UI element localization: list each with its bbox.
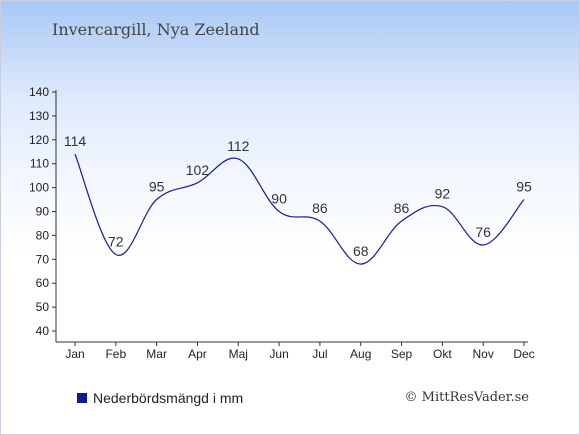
series-line — [74, 153, 525, 265]
y-tick-label: 50 — [36, 300, 50, 314]
data-point — [400, 220, 402, 222]
x-tick-label: Dec — [513, 347, 534, 361]
x-tick-label: Nov — [473, 347, 494, 361]
data-point — [523, 198, 525, 200]
legend-swatch — [77, 393, 87, 403]
x-tick-label: Apr — [188, 347, 207, 361]
data-point — [237, 158, 239, 160]
data-label: 86 — [312, 200, 328, 216]
data-label: 72 — [108, 234, 124, 250]
data-label: 114 — [64, 133, 87, 149]
x-tick-label: Aug — [350, 347, 371, 361]
x-tick-label: Sep — [391, 347, 413, 361]
y-tick-label: 110 — [30, 157, 49, 171]
data-point — [360, 263, 362, 265]
y-tick-label: 60 — [36, 276, 50, 290]
x-tick-label: Jan — [65, 347, 84, 361]
data-label: 86 — [394, 200, 410, 216]
data-label: 112 — [227, 138, 250, 154]
data-label: 90 — [271, 191, 287, 207]
y-tick-label: 120 — [29, 133, 49, 147]
x-tick-label: Jun — [269, 347, 288, 361]
y-tick-label: 70 — [36, 252, 50, 266]
data-point — [155, 198, 157, 200]
x-tick-label: Feb — [105, 347, 126, 361]
data-point — [482, 244, 484, 246]
data-point — [196, 182, 198, 184]
x-tick-label: Maj — [229, 347, 248, 361]
y-tick-label: 80 — [36, 228, 50, 242]
data-label: 95 — [149, 179, 165, 195]
y-tick-label: 90 — [36, 205, 50, 219]
data-label: 102 — [186, 162, 210, 178]
data-point — [441, 206, 443, 208]
data-label: 95 — [516, 179, 532, 195]
y-tick-label: 40 — [36, 324, 50, 338]
x-tick-label: Mar — [146, 347, 167, 361]
legend-label: Nederbördsmängd i mm — [93, 390, 244, 406]
x-tick-label: Jul — [312, 347, 327, 361]
y-tick-label: 130 — [29, 109, 49, 123]
data-label: 92 — [435, 186, 451, 202]
data-point — [115, 253, 117, 255]
data-point — [319, 220, 321, 222]
copyright-text: © MittResVader.se — [404, 390, 529, 405]
y-tick-label: 140 — [29, 85, 49, 99]
chart-title: Invercargill, Nya Zeeland — [52, 20, 260, 39]
data-label: 68 — [353, 243, 369, 259]
x-tick-label: Okt — [433, 347, 452, 361]
data-label: 76 — [475, 224, 491, 240]
data-point — [278, 210, 280, 212]
y-tick-label: 100 — [29, 181, 49, 195]
chart-legend: Nederbördsmängd i mm — [77, 390, 243, 406]
data-point — [74, 153, 76, 155]
